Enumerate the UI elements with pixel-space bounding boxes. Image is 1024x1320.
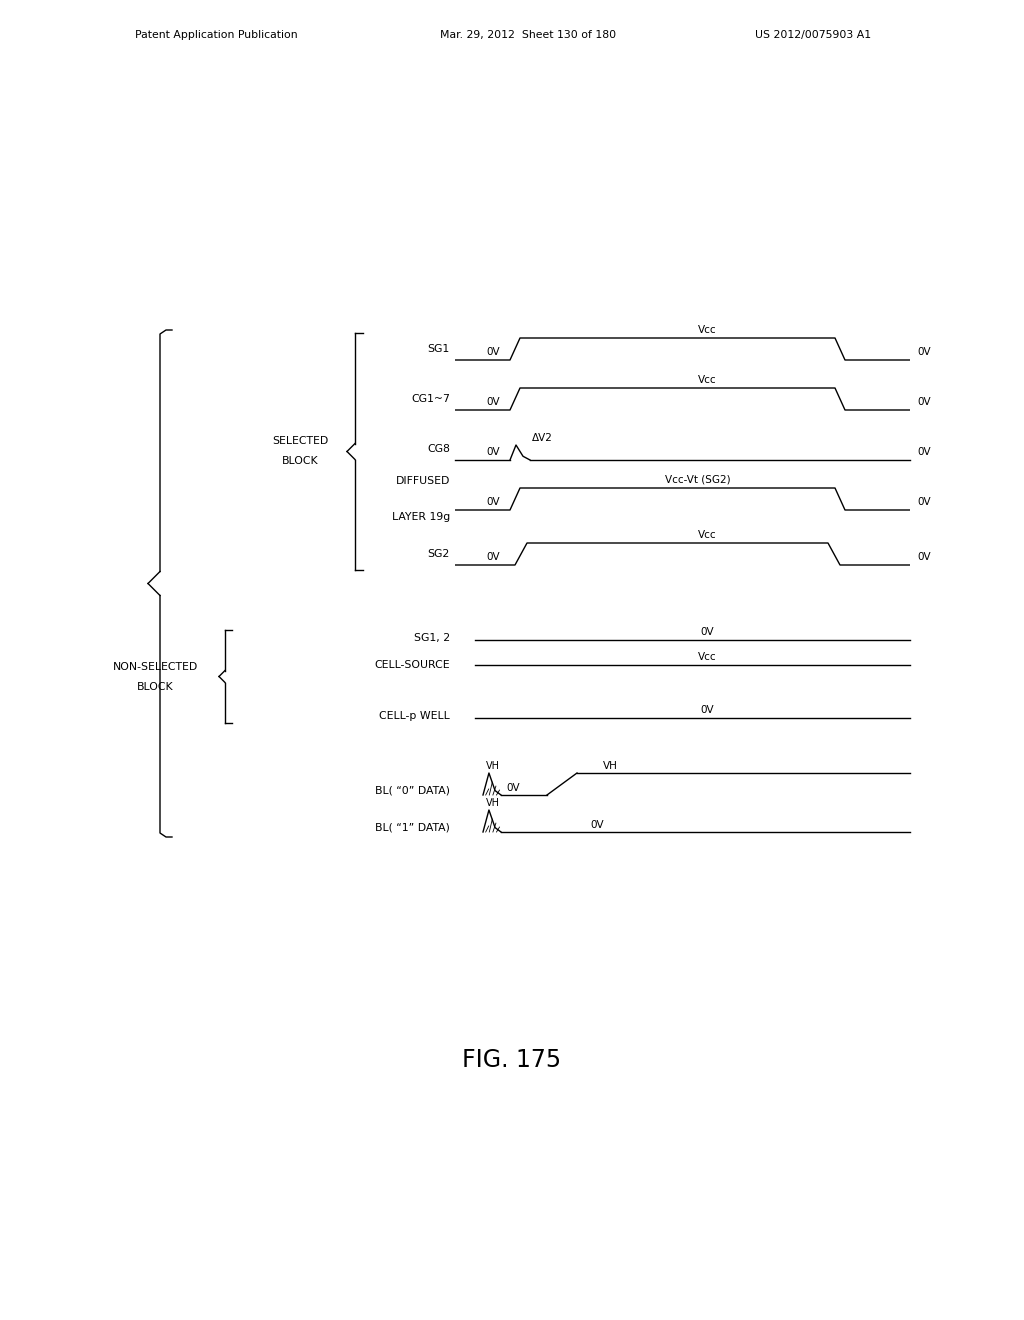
Text: SG1: SG1 xyxy=(428,345,450,354)
Text: 0V: 0V xyxy=(700,705,715,715)
Text: BLOCK: BLOCK xyxy=(136,681,173,692)
Text: Vcc: Vcc xyxy=(698,531,717,540)
Text: 0V: 0V xyxy=(506,783,519,793)
Text: Vcc: Vcc xyxy=(698,652,717,661)
Text: 0V: 0V xyxy=(918,498,931,507)
Text: 0V: 0V xyxy=(918,447,931,457)
Text: 0V: 0V xyxy=(486,347,500,356)
Text: 0V: 0V xyxy=(486,552,500,562)
Text: BLOCK: BLOCK xyxy=(282,457,318,466)
Text: CG8: CG8 xyxy=(427,444,450,454)
Text: CG1~7: CG1~7 xyxy=(411,393,450,404)
Text: CELL-SOURCE: CELL-SOURCE xyxy=(375,660,450,669)
Text: VH: VH xyxy=(486,762,500,771)
Text: FIG. 175: FIG. 175 xyxy=(463,1048,561,1072)
Text: ΔV2: ΔV2 xyxy=(532,433,553,444)
Text: SG2: SG2 xyxy=(428,549,450,558)
Text: LAYER 19g: LAYER 19g xyxy=(392,512,450,521)
Text: Vcc-Vt (SG2): Vcc-Vt (SG2) xyxy=(665,475,730,484)
Text: 0V: 0V xyxy=(486,447,500,457)
Text: Vcc: Vcc xyxy=(698,375,717,385)
Text: SELECTED: SELECTED xyxy=(272,437,328,446)
Text: Patent Application Publication: Patent Application Publication xyxy=(135,30,298,40)
Text: DIFFUSED: DIFFUSED xyxy=(395,477,450,486)
Text: 0V: 0V xyxy=(700,627,715,638)
Text: 0V: 0V xyxy=(486,498,500,507)
Text: VH: VH xyxy=(486,799,500,808)
Text: NON-SELECTED: NON-SELECTED xyxy=(113,661,198,672)
Text: Vcc: Vcc xyxy=(698,325,717,335)
Text: 0V: 0V xyxy=(486,397,500,407)
Text: 0V: 0V xyxy=(918,347,931,356)
Text: CELL-p WELL: CELL-p WELL xyxy=(379,711,450,721)
Text: Mar. 29, 2012  Sheet 130 of 180: Mar. 29, 2012 Sheet 130 of 180 xyxy=(440,30,616,40)
Text: 0V: 0V xyxy=(918,397,931,407)
Text: SG1, 2: SG1, 2 xyxy=(414,634,450,643)
Text: VH: VH xyxy=(602,762,617,771)
Text: BL( “0” DATA): BL( “0” DATA) xyxy=(375,785,450,796)
Text: BL( “1” DATA): BL( “1” DATA) xyxy=(375,822,450,833)
Text: US 2012/0075903 A1: US 2012/0075903 A1 xyxy=(755,30,871,40)
Text: 0V: 0V xyxy=(918,552,931,562)
Text: 0V: 0V xyxy=(590,820,603,830)
